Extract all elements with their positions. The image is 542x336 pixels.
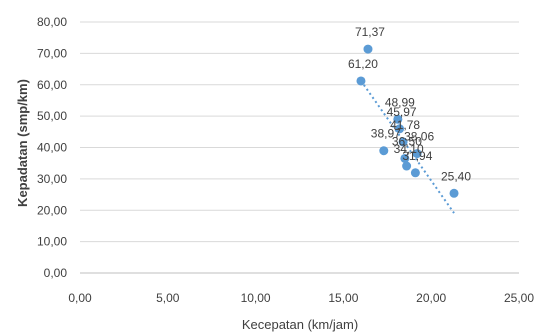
x-tick-label: 15,00 xyxy=(328,291,358,305)
y-tick-label: 30,00 xyxy=(37,172,67,186)
trendline xyxy=(360,80,455,214)
trendline-group xyxy=(360,80,455,214)
y-tick-label: 70,00 xyxy=(37,46,67,60)
y-tick-label: 80,00 xyxy=(37,15,67,29)
data-label: 25,40 xyxy=(441,169,471,183)
x-tick-label: 25,00 xyxy=(504,291,534,305)
x-tick-label: 0,00 xyxy=(68,291,92,305)
data-points xyxy=(356,44,459,198)
data-label: 38,97 xyxy=(371,127,401,141)
data-point xyxy=(410,168,420,178)
data-label: 36,50 xyxy=(392,134,422,148)
data-point xyxy=(412,149,422,159)
x-tick-label: 5,00 xyxy=(156,291,180,305)
y-tick-label: 50,00 xyxy=(37,109,67,123)
data-label: 41,78 xyxy=(390,118,420,132)
data-label: 61,20 xyxy=(348,57,378,71)
gridlines xyxy=(80,21,519,274)
y-tick-labels: 0,00 10,00 20,00 30,00 40,00 50,00 60,00 70,00 8… xyxy=(37,15,67,280)
data-point xyxy=(398,137,408,147)
y-tick-label: 20,00 xyxy=(37,203,67,217)
data-point xyxy=(449,188,459,198)
data-label: 34,10 xyxy=(394,142,424,156)
y-tick-label: 0,00 xyxy=(44,266,68,280)
data-point xyxy=(356,76,366,86)
data-label: 48,99 xyxy=(385,95,415,109)
data-label: 71,37 xyxy=(355,25,385,39)
data-label: 31,94 xyxy=(402,149,432,163)
data-label: 38,06 xyxy=(404,130,434,144)
data-point xyxy=(402,161,412,171)
data-point xyxy=(400,153,410,163)
y-tick-label: 60,00 xyxy=(37,78,67,92)
y-tick-label: 40,00 xyxy=(37,141,67,155)
data-point xyxy=(395,124,405,134)
x-tick-label: 10,00 xyxy=(241,291,271,305)
data-label: 45,97 xyxy=(387,105,417,119)
y-axis-title: Kepadatan (smp/km) xyxy=(15,79,30,207)
x-tick-label: 20,00 xyxy=(416,291,446,305)
x-axis-title: Kecepatan (km/jam) xyxy=(242,317,358,332)
data-point xyxy=(379,146,389,156)
data-point xyxy=(393,114,403,124)
x-tick-labels: 0,00 5,00 10,00 15,00 20,00 25,00 xyxy=(68,291,534,305)
y-tick-label: 10,00 xyxy=(37,235,67,249)
data-point xyxy=(363,44,373,54)
